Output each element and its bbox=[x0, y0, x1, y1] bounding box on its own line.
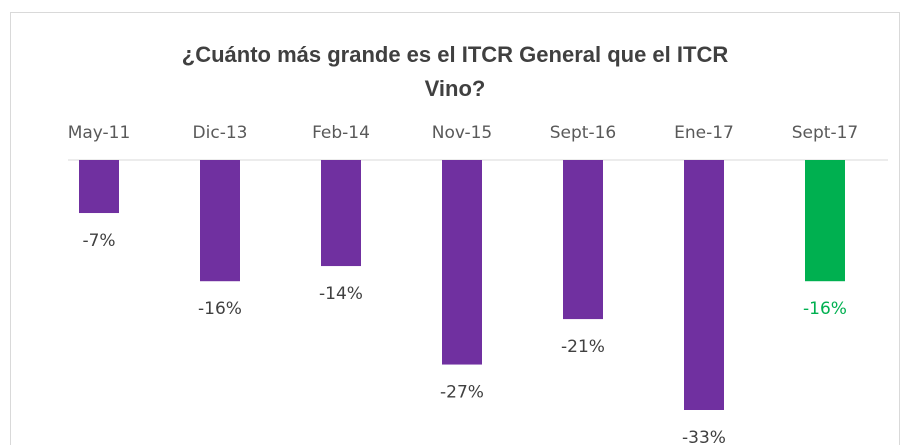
bar bbox=[563, 160, 603, 320]
chart-frame bbox=[10, 12, 900, 445]
x-tick-label: May-11 bbox=[68, 123, 131, 143]
value-label: -16% bbox=[803, 299, 847, 319]
x-tick-label: Sept-17 bbox=[792, 123, 858, 143]
value-label: -21% bbox=[561, 337, 605, 357]
value-label: -33% bbox=[682, 428, 726, 445]
x-tick-label: Dic-13 bbox=[193, 123, 248, 143]
bar bbox=[805, 160, 845, 282]
x-tick-label: Feb-14 bbox=[312, 123, 370, 143]
value-label: -7% bbox=[82, 231, 115, 251]
value-label: -14% bbox=[319, 284, 363, 304]
value-label: -27% bbox=[440, 383, 484, 403]
x-tick-label: Sept-16 bbox=[550, 123, 616, 143]
bar bbox=[442, 160, 482, 365]
bar bbox=[79, 160, 119, 214]
bar bbox=[684, 160, 724, 410]
x-tick-label: Ene-17 bbox=[674, 123, 734, 143]
bar bbox=[200, 160, 240, 282]
bar bbox=[321, 160, 361, 267]
x-tick-label: Nov-15 bbox=[432, 123, 493, 143]
chart-title: ¿Cuánto más grande es el ITCR General qu… bbox=[181, 42, 729, 101]
value-label: -16% bbox=[198, 299, 242, 319]
